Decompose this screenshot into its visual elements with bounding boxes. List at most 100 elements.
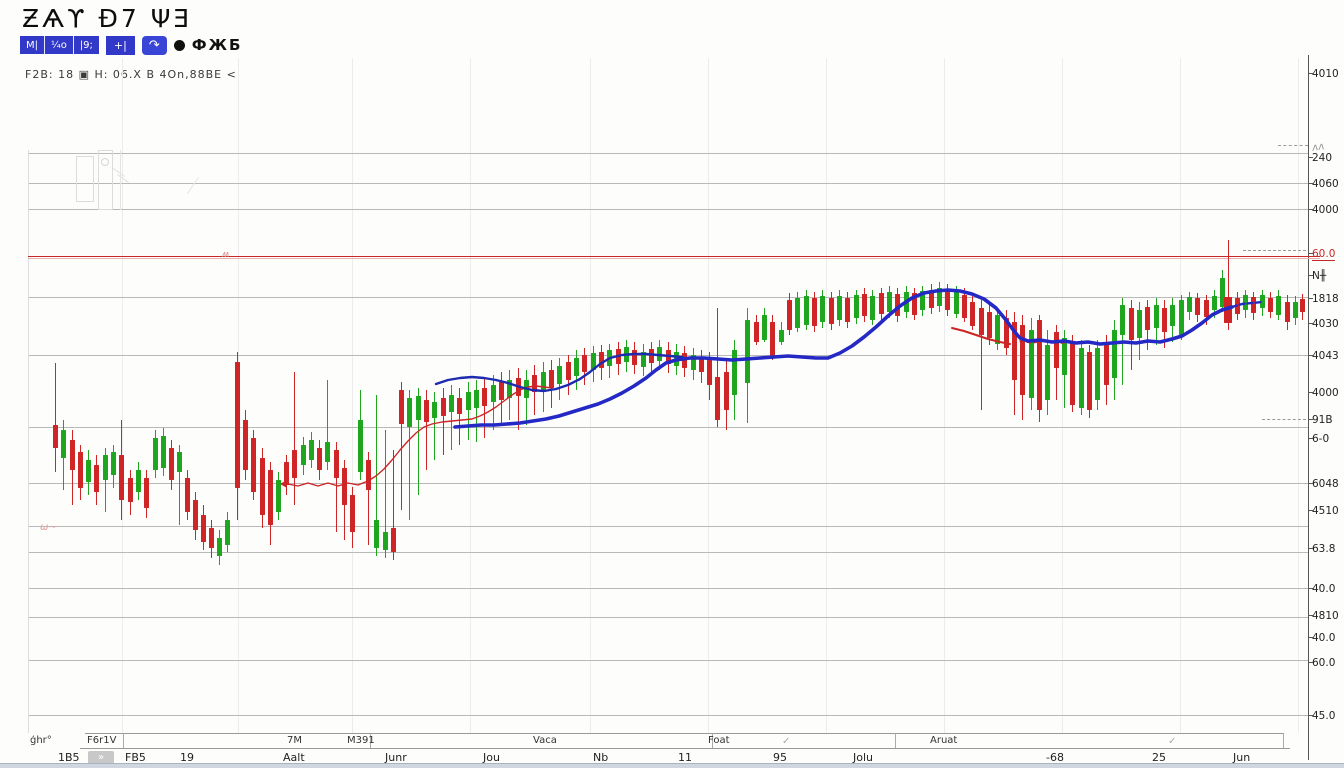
- y-axis-label: 60.0: [1312, 248, 1336, 261]
- candle-body: [648, 349, 654, 363]
- candle-wick: [385, 430, 386, 558]
- y-axis-label: 4000: [1312, 387, 1339, 399]
- candle-body: [456, 398, 462, 414]
- axis-nav-button[interactable]: »: [88, 751, 114, 764]
- period-segment-0[interactable]: Μ|: [20, 36, 45, 54]
- y-axis-label: 4000: [1312, 204, 1339, 216]
- period-segmented-control[interactable]: Μ| ¼o |9;: [20, 36, 99, 54]
- candle-body: [1211, 296, 1217, 310]
- candle-body: [556, 366, 562, 384]
- candle-body: [531, 375, 537, 392]
- horizontal-gridline: [28, 153, 1308, 154]
- horizontal-gridline: [28, 715, 1308, 716]
- y-axis-label: 45.0: [1312, 710, 1336, 722]
- y-axis-tick: [1308, 637, 1313, 638]
- candle-body: [259, 458, 265, 515]
- candle-body: [1028, 330, 1034, 398]
- candle-body: [110, 452, 116, 475]
- candle-body: [85, 460, 91, 482]
- tool-button[interactable]: +|: [105, 35, 135, 55]
- candle-body: [118, 455, 124, 500]
- time-axis-label: -68: [1046, 751, 1064, 764]
- candle-body: [168, 448, 174, 480]
- y-axis-tick: [1308, 588, 1313, 589]
- candle-body: [1019, 325, 1025, 395]
- horizontal-gridline: [28, 526, 1308, 527]
- candle-body: [656, 347, 662, 361]
- period-segment-2[interactable]: |9;: [73, 36, 99, 54]
- candle-body: [919, 291, 925, 310]
- time-axis-label: Aalt: [283, 751, 305, 764]
- time-axis-label: 95: [773, 751, 787, 764]
- candle-body: [548, 370, 554, 388]
- candle-body: [300, 445, 306, 465]
- candle-body: [886, 292, 892, 312]
- y-axis-label: 1818: [1312, 293, 1339, 305]
- candle-body: [861, 294, 867, 316]
- time-axis-label: Jun: [1233, 751, 1251, 764]
- candle-body: [714, 377, 720, 420]
- price-axis-line: [1308, 55, 1309, 760]
- axis-panel-separator: [123, 733, 124, 748]
- candle-body: [769, 322, 775, 358]
- candle-wick: [468, 382, 469, 440]
- candle-body: [1153, 305, 1159, 328]
- candle-body: [481, 388, 487, 406]
- candle-body: [961, 295, 967, 318]
- candle-wick: [105, 448, 106, 512]
- candle-body: [540, 372, 546, 390]
- candle-body: [1061, 338, 1067, 375]
- candle-body: [143, 478, 149, 508]
- y-axis-tick: [1308, 183, 1313, 184]
- vertical-gridline: [944, 58, 945, 733]
- indicator-dot-icon: [173, 39, 185, 51]
- candle-body: [440, 398, 446, 416]
- scrollbar-strip[interactable]: [0, 764, 1344, 768]
- candle-body: [506, 380, 512, 398]
- candle-body: [690, 355, 696, 370]
- candle-body: [565, 362, 571, 380]
- sketch-rect: [98, 150, 113, 210]
- axis-panel-separator: [370, 733, 371, 748]
- period-segment-1[interactable]: ¼o: [45, 36, 74, 54]
- candle-body: [1299, 299, 1305, 312]
- candle-body: [640, 352, 646, 367]
- candle-body: [1136, 310, 1142, 338]
- candle-body: [515, 378, 521, 396]
- vertical-gridline: [590, 58, 591, 733]
- candle-body: [606, 350, 612, 366]
- candle-body: [778, 330, 784, 342]
- candle-body: [803, 296, 809, 325]
- y-axis-label: 6-0: [1312, 433, 1330, 445]
- sketch-rect: [76, 156, 94, 202]
- candle-body: [1053, 332, 1059, 368]
- vertical-gridline: [122, 58, 123, 733]
- candle-body: [523, 380, 529, 398]
- candle-body: [1259, 295, 1265, 308]
- y-axis-tick: [1308, 355, 1313, 356]
- vertical-gridline: [352, 58, 353, 733]
- y-axis-label: 40.0: [1312, 583, 1336, 595]
- candle-body: [911, 293, 917, 315]
- y-axis-tick: [1308, 73, 1313, 74]
- candle-wick: [459, 388, 460, 445]
- vertical-gridline: [1062, 58, 1063, 733]
- dashed-marker: [1278, 145, 1308, 146]
- candle-body: [581, 355, 587, 372]
- candle-body: [135, 470, 141, 492]
- candle-body: [382, 532, 388, 550]
- candle-body: [349, 495, 355, 532]
- candle-body: [573, 358, 579, 376]
- y-axis-label: 4510: [1312, 505, 1339, 517]
- candle-body: [333, 450, 339, 478]
- y-axis-tick: [1308, 548, 1313, 549]
- reference-line-shadow: [28, 258, 1320, 259]
- candle-body: [291, 450, 297, 478]
- candle-body: [903, 292, 909, 312]
- candle-body: [590, 353, 596, 370]
- candle-body: [1094, 348, 1100, 400]
- plot-left-border: [28, 150, 29, 733]
- refresh-icon[interactable]: ↷: [141, 35, 167, 55]
- candle-body: [1250, 297, 1256, 313]
- candle-body: [953, 292, 959, 314]
